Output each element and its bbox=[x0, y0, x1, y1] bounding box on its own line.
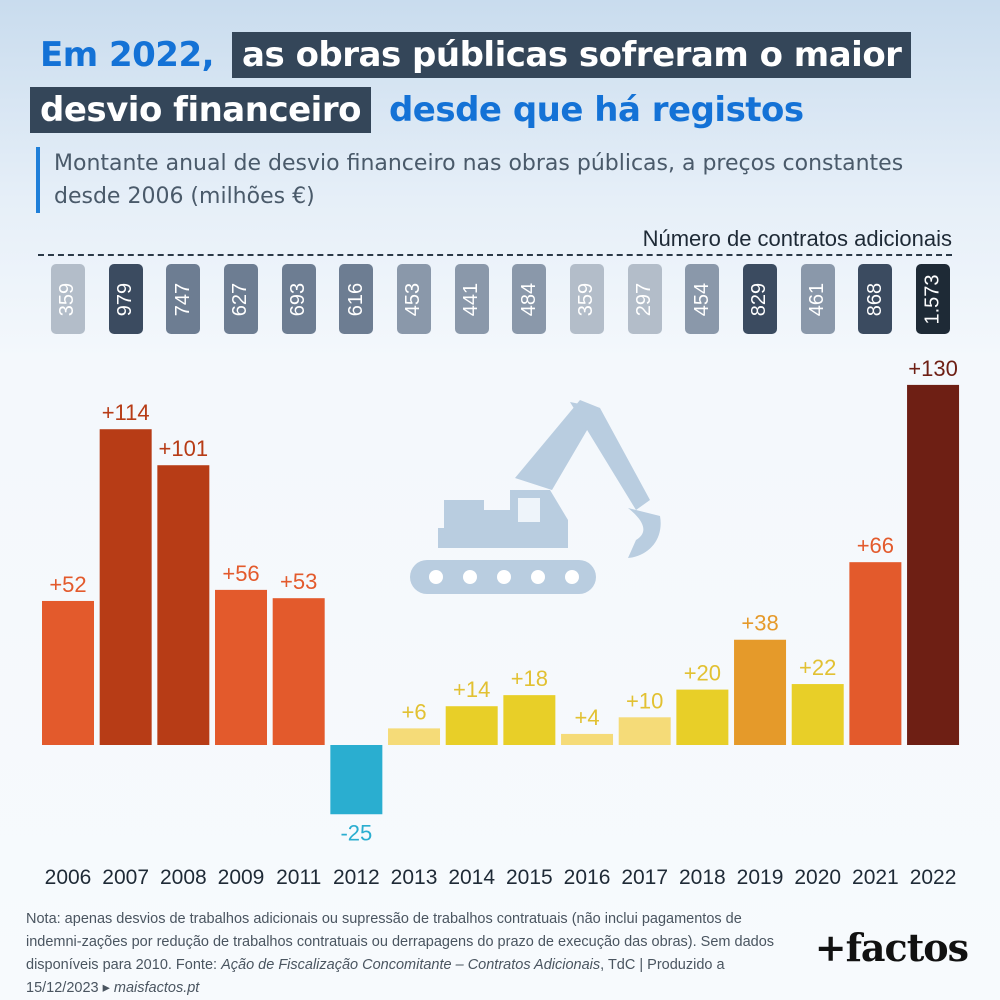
contracts-badge-2018: 454 bbox=[685, 264, 720, 334]
year-label-2014: 2014 bbox=[448, 866, 495, 889]
value-label-2015: +18 bbox=[511, 666, 548, 691]
contracts-badge-2006: 359 bbox=[51, 264, 85, 334]
chart-subtitle: Montante anual de desvio financeiro nas … bbox=[36, 147, 976, 213]
value-label-2019: +38 bbox=[741, 611, 778, 636]
value-label-2011: +53 bbox=[280, 569, 317, 594]
title-line-1: Em 2022, as obras públicas sofreram o ma… bbox=[30, 32, 912, 78]
contracts-badge-2016: 359 bbox=[570, 264, 605, 334]
footnote-text: Nota: apenas desvios de trabalhos adicio… bbox=[26, 911, 775, 973]
value-label-2012: -25 bbox=[340, 820, 372, 845]
contracts-badge-2011: 693 bbox=[281, 264, 316, 334]
excavator-wheel bbox=[463, 570, 477, 584]
bar-2008 bbox=[157, 465, 210, 745]
bar-2009 bbox=[215, 589, 268, 745]
excavator-wheel bbox=[497, 570, 511, 584]
contracts-badge-2020: 461 bbox=[800, 264, 835, 334]
year-label-2013: 2013 bbox=[391, 866, 438, 889]
bar-2019 bbox=[734, 639, 787, 745]
bar-2006 bbox=[42, 600, 94, 745]
year-label-2020: 2020 bbox=[794, 866, 841, 889]
bar-2007 bbox=[99, 429, 152, 745]
source-title: Ação de Fiscalização Concomitante – Cont… bbox=[221, 957, 601, 973]
title-highlight-records: desde que há registos bbox=[388, 90, 804, 130]
excavator-icon bbox=[410, 400, 661, 594]
contracts-badge-2019: 829 bbox=[743, 264, 778, 334]
value-label-2013: +6 bbox=[401, 699, 426, 724]
contracts-badge-2021: 868 bbox=[858, 264, 893, 334]
bar-2022 bbox=[907, 384, 960, 745]
site-link[interactable]: maisfactos.pt bbox=[113, 980, 200, 996]
year-label-2015: 2015 bbox=[506, 866, 553, 889]
bar-2016 bbox=[561, 733, 614, 745]
year-label-2018: 2018 bbox=[679, 866, 726, 889]
value-label-2022: +130 bbox=[908, 356, 958, 381]
bar-2017 bbox=[618, 717, 671, 745]
year-label-2016: 2016 bbox=[564, 866, 611, 889]
year-label-2008: 2008 bbox=[160, 866, 207, 889]
value-label-2021: +66 bbox=[857, 533, 894, 558]
year-label-2006: 2006 bbox=[45, 866, 92, 889]
bar-2020 bbox=[791, 684, 844, 745]
year-label-2011: 2011 bbox=[276, 866, 321, 889]
value-label-2017: +10 bbox=[626, 688, 663, 713]
bar-2013 bbox=[388, 728, 441, 745]
value-label-2016: +4 bbox=[574, 705, 599, 730]
year-label-2007: 2007 bbox=[102, 866, 149, 889]
contracts-badge-2012: 616 bbox=[339, 264, 374, 334]
title-dark-part-2: desvio financeiro bbox=[30, 87, 371, 133]
contracts-badge-2013: 453 bbox=[397, 264, 432, 334]
bar-2021 bbox=[849, 562, 902, 745]
year-label-2022: 2022 bbox=[910, 866, 957, 889]
contracts-badge-2008: 747 bbox=[166, 264, 201, 334]
title-line-2: desvio financeiro desde que há registos bbox=[30, 87, 814, 133]
excavator-wheel bbox=[429, 570, 443, 584]
contracts-badge-2022: 1.573 bbox=[916, 264, 951, 334]
value-label-2018: +20 bbox=[684, 661, 721, 686]
year-label-2021: 2021 bbox=[852, 866, 899, 889]
contracts-badge-2017: 297 bbox=[627, 264, 662, 334]
value-label-2008: +101 bbox=[159, 436, 209, 461]
year-label-2017: 2017 bbox=[621, 866, 668, 889]
value-label-2020: +22 bbox=[799, 655, 836, 680]
bar-2015 bbox=[503, 695, 556, 745]
title-dark-part-1: as obras públicas sofreram o maior bbox=[232, 32, 912, 78]
dashed-divider bbox=[38, 254, 952, 256]
contracts-badge-2014: 441 bbox=[454, 264, 489, 334]
excavator-wheel bbox=[565, 570, 579, 584]
brand-logo: +factos bbox=[814, 925, 969, 970]
value-label-2009: +56 bbox=[222, 561, 259, 586]
contracts-label: Número de contratos adicionais bbox=[642, 226, 952, 251]
bar-2011 bbox=[272, 598, 325, 745]
contracts-badge-2015: 484 bbox=[512, 264, 547, 334]
excavator-wheel bbox=[531, 570, 545, 584]
year-label-2012: 2012 bbox=[333, 866, 380, 889]
year-label-2019: 2019 bbox=[737, 866, 784, 889]
value-label-2006: +52 bbox=[49, 572, 86, 597]
bar-2014 bbox=[445, 706, 498, 745]
value-label-2014: +14 bbox=[453, 677, 490, 702]
bar-2018 bbox=[676, 689, 729, 745]
contracts-badge-2009: 627 bbox=[224, 264, 258, 334]
title-highlight-year: Em 2022, bbox=[40, 35, 215, 75]
year-label-2009: 2009 bbox=[218, 866, 265, 889]
bar-2012 bbox=[330, 745, 383, 815]
footnote-credits: , TdC | Produzido a 15/12/2023 ▸ bbox=[26, 957, 725, 996]
contracts-badge-2007: 979 bbox=[108, 264, 143, 334]
value-label-2007: +114 bbox=[102, 400, 150, 425]
footnote: Nota: apenas desvios de trabalhos adicio… bbox=[26, 908, 786, 1000]
